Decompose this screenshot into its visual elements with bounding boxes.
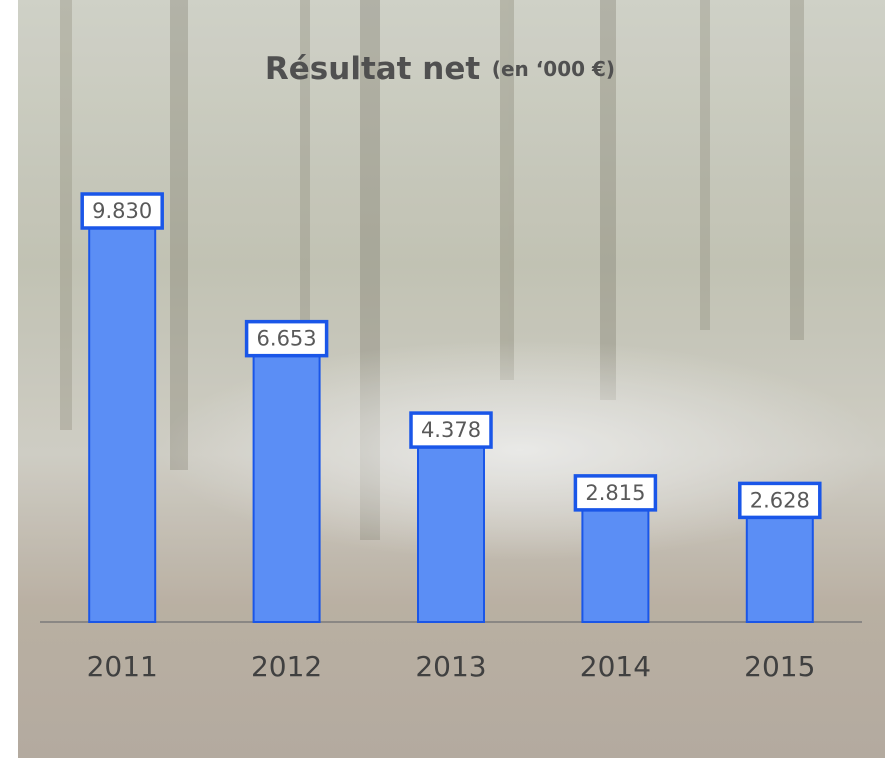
value-label: 2.628 [750, 488, 810, 512]
bar [745, 515, 814, 624]
chart-title: Résultat net (en ‘000 €) [265, 51, 615, 87]
value-label-box [409, 411, 493, 449]
title: Résultat net [265, 51, 480, 87]
x-tick-label: 2012 [251, 650, 322, 683]
x-tick-label: 2011 [87, 650, 158, 683]
x-tick-label: 2013 [415, 650, 486, 683]
tree-trunks [60, 0, 804, 540]
value-label: 2.815 [585, 481, 645, 505]
bar [581, 507, 650, 624]
value-label-box [244, 319, 329, 358]
value-label-box [573, 474, 658, 512]
value-label: 6.653 [257, 327, 317, 351]
value-label-box [80, 192, 164, 230]
bar [252, 353, 321, 623]
bar [417, 445, 485, 623]
sacks [160, 340, 880, 560]
overlay [18, 0, 885, 758]
value-label: 9.830 [92, 199, 152, 223]
x-tick-label: 2014 [580, 650, 651, 683]
value-label-box [738, 481, 822, 520]
subtitle: (en ‘000 €) [492, 57, 615, 81]
x-tick-label: 2015 [744, 650, 815, 683]
bar [88, 226, 157, 623]
value-label: 4.378 [421, 418, 481, 442]
